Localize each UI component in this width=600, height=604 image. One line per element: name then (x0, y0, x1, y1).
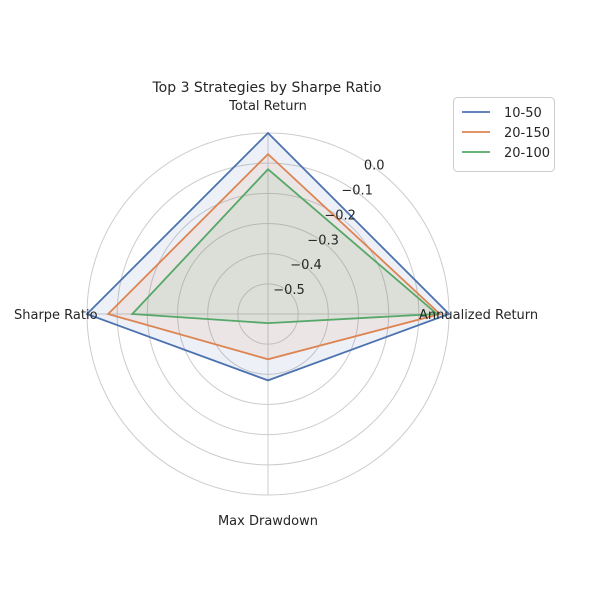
axis-label-sharpe-ratio: Sharpe Ratio (14, 308, 98, 323)
legend-label: 10-50 (504, 106, 542, 121)
axis-label-max-drawdown: Max Drawdown (218, 514, 318, 529)
series-line-20-150 (106, 152, 442, 361)
chart-title: Top 3 Strategies by Sharpe Ratio (152, 80, 382, 96)
legend-label: 20-100 (504, 146, 550, 161)
legend-label: 20-150 (504, 126, 550, 141)
r-tick-label: −0.3 (307, 233, 339, 248)
r-tick-label: −0.5 (273, 283, 305, 298)
series-fill-20-100 (132, 169, 437, 324)
series-line-20-100 (130, 167, 440, 325)
r-tick-label: −0.1 (341, 184, 373, 199)
r-tick-label: −0.2 (324, 208, 356, 223)
axis-label-annualized-return: Annualized Return (419, 308, 538, 323)
series-fill-20-150 (108, 154, 440, 360)
legend-box (453, 97, 555, 172)
legend: 10-50 20-150 20-100 (453, 97, 555, 172)
radar-labels: 0.0 −0.1 −0.2 −0.3 −0.4 −0.5 Total Return Annua… (14, 99, 538, 529)
r-tick-label: 0.0 (364, 159, 385, 174)
axis-label-total-return: Total Return (228, 99, 307, 114)
radar-series (85, 131, 451, 382)
series-line-10-50 (85, 131, 451, 382)
r-tick-label: −0.4 (290, 258, 322, 273)
